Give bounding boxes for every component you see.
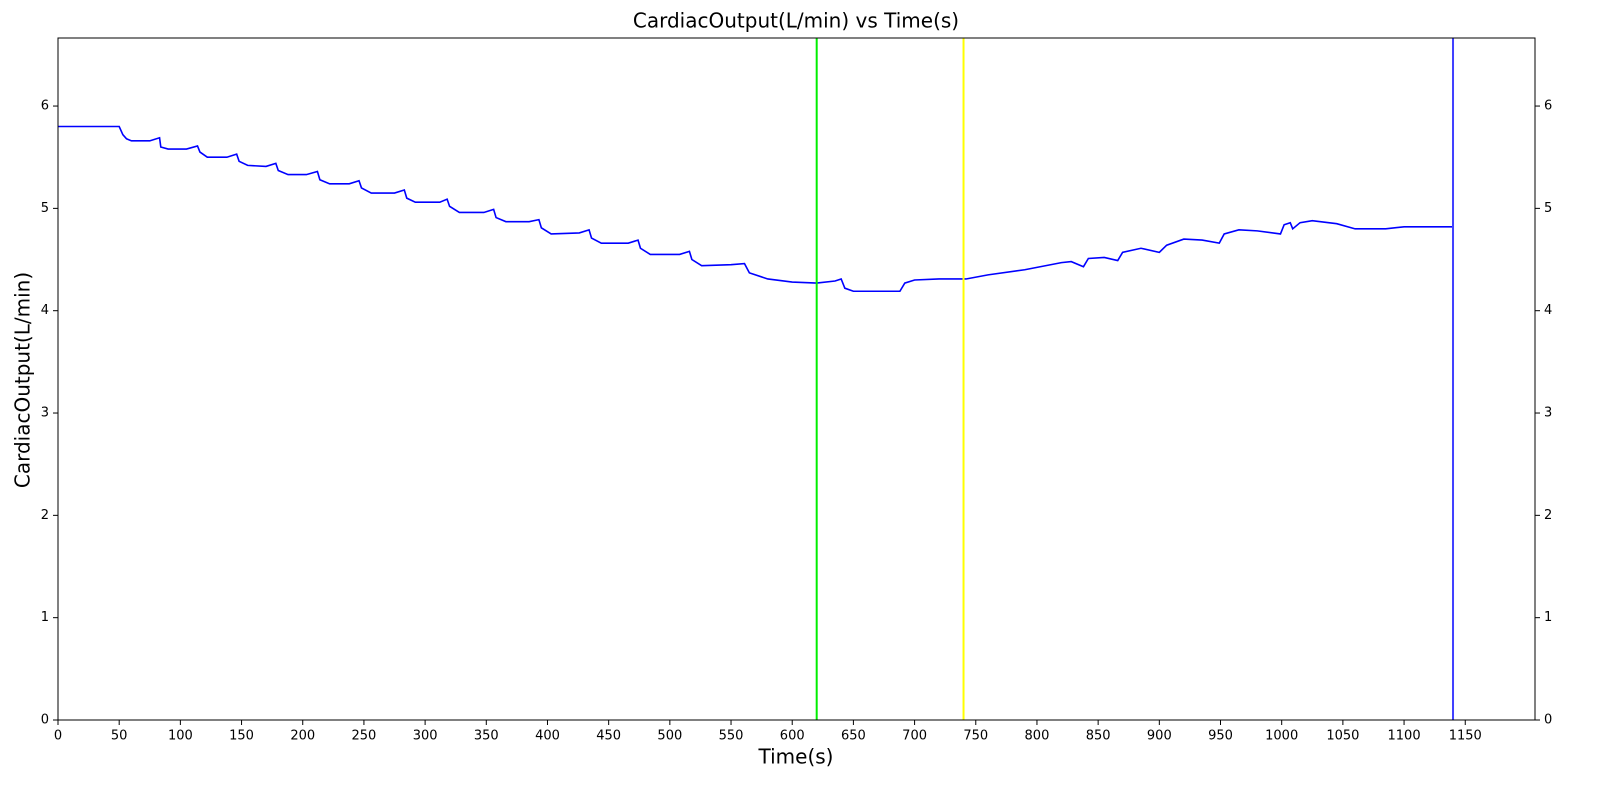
x-tick-label: 1050	[1326, 729, 1359, 744]
x-tick-label: 950	[1208, 729, 1233, 744]
x-tick-label: 750	[963, 729, 988, 744]
y-tick-label: 6	[41, 99, 49, 114]
y2-tick-label: 3	[1544, 406, 1552, 421]
y-tick-label: 4	[41, 303, 49, 318]
x-tick-label: 150	[229, 729, 254, 744]
x-tick-label: 300	[413, 729, 438, 744]
x-tick-label: 600	[780, 729, 805, 744]
x-axis-label: Time(s)	[758, 745, 834, 769]
y2-tick-label: 6	[1544, 99, 1552, 114]
y2-tick-label: 1	[1544, 610, 1552, 625]
x-tick-label: 1150	[1449, 729, 1482, 744]
x-tick-label: 650	[841, 729, 866, 744]
x-tick-label: 450	[596, 729, 621, 744]
y2-tick-label: 5	[1544, 201, 1552, 216]
x-tick-label: 50	[111, 729, 128, 744]
x-tick-label: 200	[290, 729, 315, 744]
x-tick-label: 0	[54, 729, 62, 744]
x-tick-label: 100	[168, 729, 193, 744]
x-tick-label: 1000	[1265, 729, 1298, 744]
y2-tick-label: 0	[1544, 713, 1552, 728]
y-tick-label: 3	[41, 406, 49, 421]
x-tick-label: 800	[1025, 729, 1050, 744]
line-series	[58, 125, 1454, 293]
y2-tick-label: 2	[1544, 508, 1552, 523]
y-tick-label: 2	[41, 508, 49, 523]
y-tick-label: 0	[41, 713, 49, 728]
x-tick-label: 550	[719, 729, 744, 744]
x-tick-label: 700	[902, 729, 927, 744]
x-tick-label: 900	[1147, 729, 1172, 744]
y2-tick-label: 4	[1544, 303, 1552, 318]
y-tick-label: 1	[41, 610, 49, 625]
y-axis-label: CardiacOutput(L/min)	[11, 272, 35, 488]
x-tick-label: 500	[657, 729, 682, 744]
x-tick-label: 400	[535, 729, 560, 744]
chart-title: CardiacOutput(L/min) vs Time(s)	[633, 9, 959, 33]
y-tick-label: 5	[41, 201, 49, 216]
plot-frame	[57, 37, 1536, 721]
x-tick-label: 350	[474, 729, 499, 744]
x-tick-label: 250	[352, 729, 377, 744]
x-tick-label: 850	[1086, 729, 1111, 744]
x-tick-label: 1100	[1388, 729, 1421, 744]
